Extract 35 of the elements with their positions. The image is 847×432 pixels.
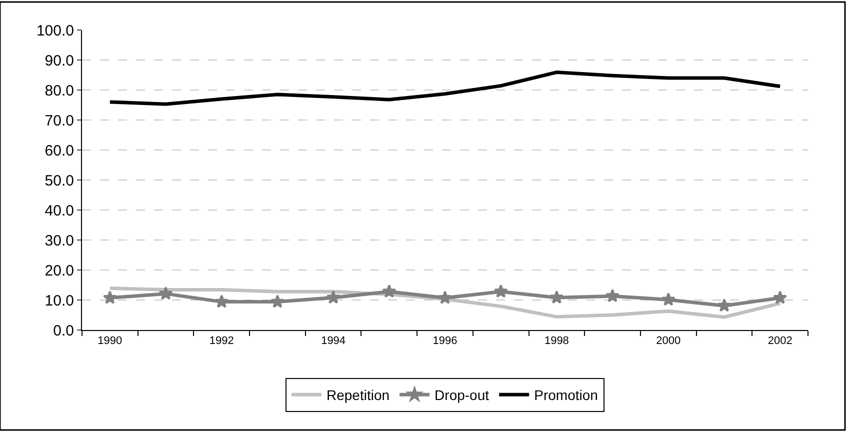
y-tick-label: 80.0 [44,82,74,100]
point [438,290,452,304]
y-tick-label: 60.0 [44,142,74,160]
y-tick-label: 30.0 [44,232,74,250]
y-tick-label: 20.0 [44,262,74,280]
x-tick-label: 1994 [321,335,346,348]
y-tick-label: 0.0 [53,322,74,340]
point [717,298,732,312]
y-tick-label: 40.0 [44,202,74,220]
y-tick-label: 90.0 [44,52,74,70]
point [494,284,508,298]
point [550,290,564,304]
point [606,288,620,302]
y-tick-label: 50.0 [44,172,74,190]
line-series [108,70,782,106]
point [382,284,396,298]
point [661,292,676,306]
point [270,294,284,308]
x-tick-label: 1990 [98,335,122,348]
legend-label: Repetition [326,387,390,404]
y-tick-label: 100.0 [36,22,74,40]
x-tick-label: 2000 [656,335,681,348]
point [102,290,117,304]
x-tick-label: 1998 [544,335,569,348]
point [326,290,340,304]
x-tick-label: 1992 [209,335,234,348]
legend-label: Drop-out [434,387,490,404]
point [773,290,788,304]
point [158,286,173,300]
y-tick-label: 10.0 [44,292,74,310]
x-tick-label: 2002 [768,335,792,348]
legend-label: Promotion [534,387,598,404]
x-tick-label: 1996 [432,335,458,348]
point [214,294,229,308]
y-tick-label: 70.0 [44,112,74,130]
